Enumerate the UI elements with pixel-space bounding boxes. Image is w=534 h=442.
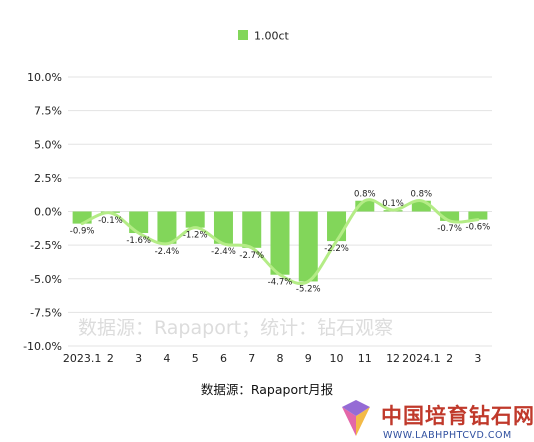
bar: [213, 211, 233, 244]
x-axis-ticks: 2023.1 2 3 4 5 6 7 8 9 10 11 12 2024.1 2 3: [63, 352, 481, 365]
bar: [157, 211, 177, 244]
data-label: -2.4%: [155, 247, 180, 257]
data-label: -2.7%: [239, 251, 264, 261]
x-tick-label: 5: [192, 352, 199, 365]
x-tick-label: 11: [358, 352, 372, 365]
watermark-text: 数据源：Rapaport；统计：钻石观察: [78, 317, 393, 339]
brand-name: 中国培育钻石网: [381, 404, 534, 428]
bar: [185, 211, 205, 228]
legend-swatch: [238, 30, 248, 40]
x-tick-label: 12: [386, 352, 400, 365]
bar: [270, 211, 290, 275]
x-tick-label: 3: [135, 352, 142, 365]
y-tick-label: 2.5%: [34, 172, 62, 185]
x-tick-label: 8: [277, 352, 284, 365]
y-tick-label: 0.0%: [34, 206, 62, 219]
y-tick-label: 7.5%: [34, 105, 62, 118]
y-tick-label: -2.5%: [30, 239, 62, 252]
x-tick-label: 2024.1: [402, 352, 441, 365]
bar: [298, 211, 318, 282]
x-tick-label: 2: [446, 352, 453, 365]
data-label: -5.2%: [296, 284, 321, 294]
data-label: 0.8%: [354, 190, 376, 200]
bar: [411, 200, 431, 212]
diamond-logo-icon: [342, 400, 370, 436]
bar: [242, 211, 262, 248]
x-tick-label: 9: [305, 352, 312, 365]
data-label: -1.2%: [183, 231, 208, 241]
x-tick-label: 6: [220, 352, 227, 365]
x-tick-label: 2023.1: [63, 352, 102, 365]
y-tick-label: -10.0%: [23, 340, 62, 353]
data-label: -1.6%: [126, 236, 151, 246]
data-label: -0.9%: [70, 227, 95, 237]
x-tick-label: 2: [107, 352, 114, 365]
trend-line: [80, 198, 480, 286]
bar: [72, 211, 92, 224]
bar-series: [72, 200, 488, 282]
legend: 1.00ct: [238, 30, 290, 43]
data-label: 0.8%: [411, 190, 433, 200]
bar: [327, 211, 347, 242]
data-label: -0.1%: [98, 216, 123, 226]
x-tick-label: 4: [163, 352, 170, 365]
brand-url: WWW.LABHPHTCVD.COM: [383, 430, 512, 441]
y-tick-label: 5.0%: [34, 138, 62, 151]
y-tick-label: 10.0%: [27, 71, 62, 84]
bar: [355, 200, 375, 212]
x-tick-label: 7: [248, 352, 255, 365]
y-tick-label: -7.5%: [30, 306, 62, 319]
data-label: -0.6%: [466, 223, 491, 233]
x-tick-label: 10: [330, 352, 344, 365]
legend-label: 1.00ct: [254, 30, 290, 43]
data-label: -2.4%: [211, 247, 236, 257]
brand-logo: 中国培育钻石网 WWW.LABHPHTCVD.COM: [342, 400, 534, 441]
data-label: 0.1%: [382, 199, 404, 209]
data-label: -2.2%: [324, 244, 349, 254]
y-axis-ticks: 10.0% 7.5% 5.0% 2.5% 0.0% -2.5% -5.0% -7.5% -10.…: [23, 71, 62, 353]
bar: [440, 211, 460, 221]
data-labels: -0.9%-0.1%-1.6%-2.4%-1.2%-2.4% -2.7%-4.7%…: [70, 190, 490, 295]
x-tick-label: 3: [474, 352, 481, 365]
y-tick-label: -5.0%: [30, 273, 62, 286]
data-label: -0.7%: [437, 224, 462, 234]
bar: [468, 211, 488, 220]
bar: [129, 211, 149, 234]
source-caption: 数据源：Rapaport月报: [201, 382, 334, 397]
data-label: -4.7%: [268, 278, 293, 288]
